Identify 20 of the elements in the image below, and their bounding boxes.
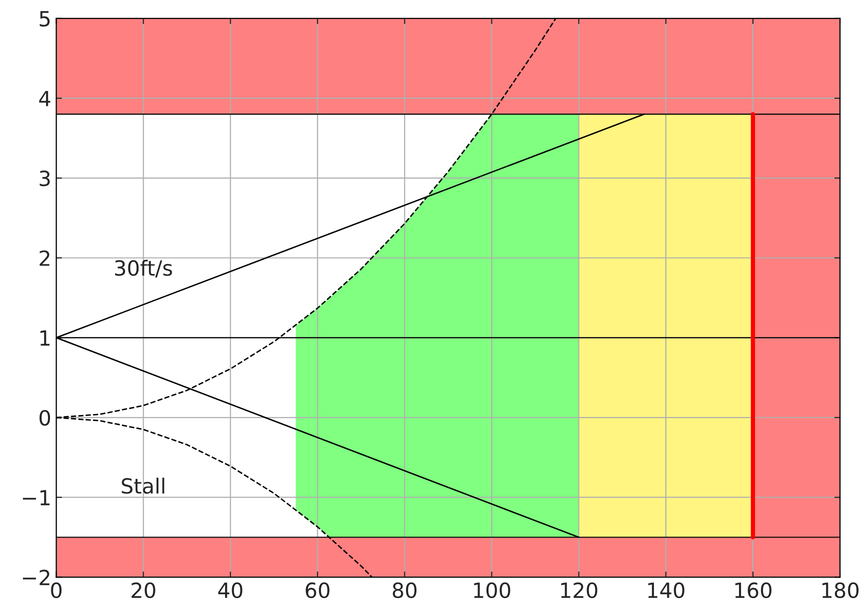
y-tick-label: −1 [22,490,50,506]
annotation: Stall [122,478,164,494]
x-tick-label: 20 [132,582,156,598]
x-tick-label: 40 [218,582,242,598]
x-tick-label: 80 [392,582,416,598]
y-tick-label: 3 [40,170,50,186]
x-tick-label: 0 [51,582,62,598]
y-tick-label: 5 [40,11,50,27]
y-tick-label: 1 [40,330,50,346]
x-tick-label: 160 [735,582,772,598]
y-tick-label: 2 [40,250,50,266]
annotation: 30ft/s [115,260,172,278]
y-tick-label: 4 [39,90,50,106]
x-tick-label: 100 [474,582,510,598]
x-tick-label: 140 [648,582,684,598]
x-tick-label: 120 [561,582,598,598]
y-tick-label: 0 [40,410,50,426]
x-tick-label: 180 [822,582,859,598]
x-tick-label: 60 [306,582,330,598]
y-tick-label: −2 [22,570,50,586]
